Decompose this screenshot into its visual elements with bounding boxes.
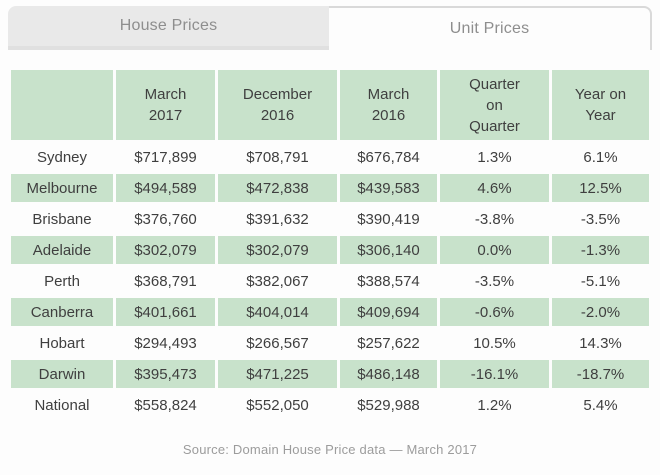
percent-cell-quarter-on-quarter: 1.2% <box>477 396 512 414</box>
percent-cell-year-on-year: -3.5% <box>580 210 621 228</box>
header-line: Year on <box>574 86 627 103</box>
price-cell-march-2017: $302,079 <box>116 236 215 264</box>
price-cell-march-2017: $294,493 <box>134 334 197 352</box>
city-cell: Brisbane <box>32 210 92 228</box>
percent-cell-year-on-year: -1.3% <box>552 236 649 264</box>
price-cell-march-2017: $401,661 <box>116 298 215 326</box>
price-cell-december-2016: $472,838 <box>218 174 337 202</box>
tab-unit-prices-label: Unit Prices <box>449 20 530 37</box>
city-cell: Darwin <box>11 360 113 388</box>
percent-cell-year-on-year: 12.5% <box>552 174 649 202</box>
city-cell: Adelaide <box>11 236 113 264</box>
table-row-brisbane: Brisbane $376,760 $391,632 $390,419 -3.8… <box>11 205 649 233</box>
percent-cell-year-on-year: 6.1% <box>583 148 618 166</box>
percent-cell-quarter-on-quarter: -16.1% <box>440 360 549 388</box>
price-cell-december-2016: $266,567 <box>246 334 309 352</box>
price-cell-december-2016: $382,067 <box>246 272 309 290</box>
header-line: December <box>242 86 313 103</box>
city-cell: Sydney <box>36 148 88 166</box>
table-row-darwin: Darwin $395,473 $471,225 $486,148 -16.1%… <box>11 360 649 388</box>
table-row-national: National $558,824 $552,050 $529,988 1.2%… <box>11 391 649 419</box>
header-line: Year <box>585 107 616 124</box>
price-cell-december-2016: $552,050 <box>246 396 309 414</box>
column-header-december-2016: December 2016 <box>218 70 337 140</box>
tab-house-prices-label: House Prices <box>119 17 218 34</box>
table-row-perth: Perth $368,791 $382,067 $388,574 -3.5% -… <box>11 267 649 295</box>
table-row-adelaide: Adelaide $302,079 $302,079 $306,140 0.0%… <box>11 236 649 264</box>
percent-cell-quarter-on-quarter: -3.8% <box>474 210 515 228</box>
unit-prices-table: March 2017 December 2016 March 2016 Quar… <box>8 67 652 422</box>
column-header-blank <box>11 70 113 140</box>
percent-cell-quarter-on-quarter: -0.6% <box>440 298 549 326</box>
source-note: Source: Domain House Price data — March … <box>182 442 478 457</box>
table-header-row: March 2017 December 2016 March 2016 Quar… <box>11 70 649 140</box>
column-header-march-2017: March 2017 <box>116 70 215 140</box>
percent-cell-year-on-year: 5.4% <box>583 396 618 414</box>
percent-cell-year-on-year: 14.3% <box>579 334 622 352</box>
price-cell-december-2016: $404,014 <box>218 298 337 326</box>
percent-cell-year-on-year: -5.1% <box>580 272 621 290</box>
percent-cell-year-on-year: -18.7% <box>552 360 649 388</box>
table-row-canberra: Canberra $401,661 $404,014 $409,694 -0.6… <box>11 298 649 326</box>
price-cell-march-2016: $257,622 <box>357 334 420 352</box>
price-cell-march-2017: $494,589 <box>116 174 215 202</box>
price-cell-march-2017: $376,760 <box>134 210 197 228</box>
price-cell-march-2016: $676,784 <box>357 148 420 166</box>
tab-unit-prices[interactable]: Unit Prices <box>329 6 652 50</box>
city-cell: Melbourne <box>11 174 113 202</box>
city-cell: Perth <box>44 272 80 290</box>
city-cell: Canberra <box>11 298 113 326</box>
header-line: on <box>486 96 503 114</box>
price-cell-march-2017: $368,791 <box>134 272 197 290</box>
header-line: Quarter <box>469 117 520 135</box>
column-header-year-on-year: Year on Year <box>552 70 649 140</box>
tab-house-prices[interactable]: House Prices <box>8 6 329 50</box>
unit-prices-panel: House Prices Unit Prices March 2017 Dece… <box>8 6 652 457</box>
table-row-sydney: Sydney $717,899 $708,791 $676,784 1.3% 6… <box>11 143 649 171</box>
price-cell-march-2016: $390,419 <box>357 210 420 228</box>
percent-cell-quarter-on-quarter: 10.5% <box>473 334 516 352</box>
price-cell-march-2017: $717,899 <box>134 148 197 166</box>
header-line: 2016 <box>371 107 406 124</box>
header-line: March <box>367 86 410 103</box>
price-cell-march-2016: $388,574 <box>357 272 420 290</box>
price-cell-december-2016: $391,632 <box>246 210 309 228</box>
price-cell-march-2017: $395,473 <box>116 360 215 388</box>
price-cell-december-2016: $708,791 <box>246 148 309 166</box>
header-line: March <box>144 86 187 103</box>
tab-bar: House Prices Unit Prices <box>8 6 652 50</box>
city-cell: Hobart <box>39 334 85 352</box>
percent-cell-quarter-on-quarter: 0.0% <box>440 236 549 264</box>
price-cell-march-2016: $529,988 <box>357 396 420 414</box>
header-line: Quarter <box>469 75 520 93</box>
table-row-hobart: Hobart $294,493 $266,567 $257,622 10.5% … <box>11 329 649 357</box>
table-row-melbourne: Melbourne $494,589 $472,838 $439,583 4.6… <box>11 174 649 202</box>
price-cell-december-2016: $302,079 <box>218 236 337 264</box>
percent-cell-quarter-on-quarter: 1.3% <box>477 148 512 166</box>
price-cell-march-2016: $306,140 <box>340 236 437 264</box>
price-cell-march-2017: $558,824 <box>134 396 197 414</box>
header-line: 2017 <box>148 107 183 124</box>
percent-cell-year-on-year: -2.0% <box>552 298 649 326</box>
price-cell-march-2016: $486,148 <box>340 360 437 388</box>
price-cell-march-2016: $409,694 <box>340 298 437 326</box>
city-cell: National <box>34 396 90 414</box>
column-header-quarter-on-quarter: Quarter on Quarter <box>440 70 549 140</box>
percent-cell-quarter-on-quarter: -3.5% <box>474 272 515 290</box>
percent-cell-quarter-on-quarter: 4.6% <box>440 174 549 202</box>
price-cell-december-2016: $471,225 <box>218 360 337 388</box>
header-line: 2016 <box>260 107 295 124</box>
column-header-march-2016: March 2016 <box>340 70 437 140</box>
price-cell-march-2016: $439,583 <box>340 174 437 202</box>
